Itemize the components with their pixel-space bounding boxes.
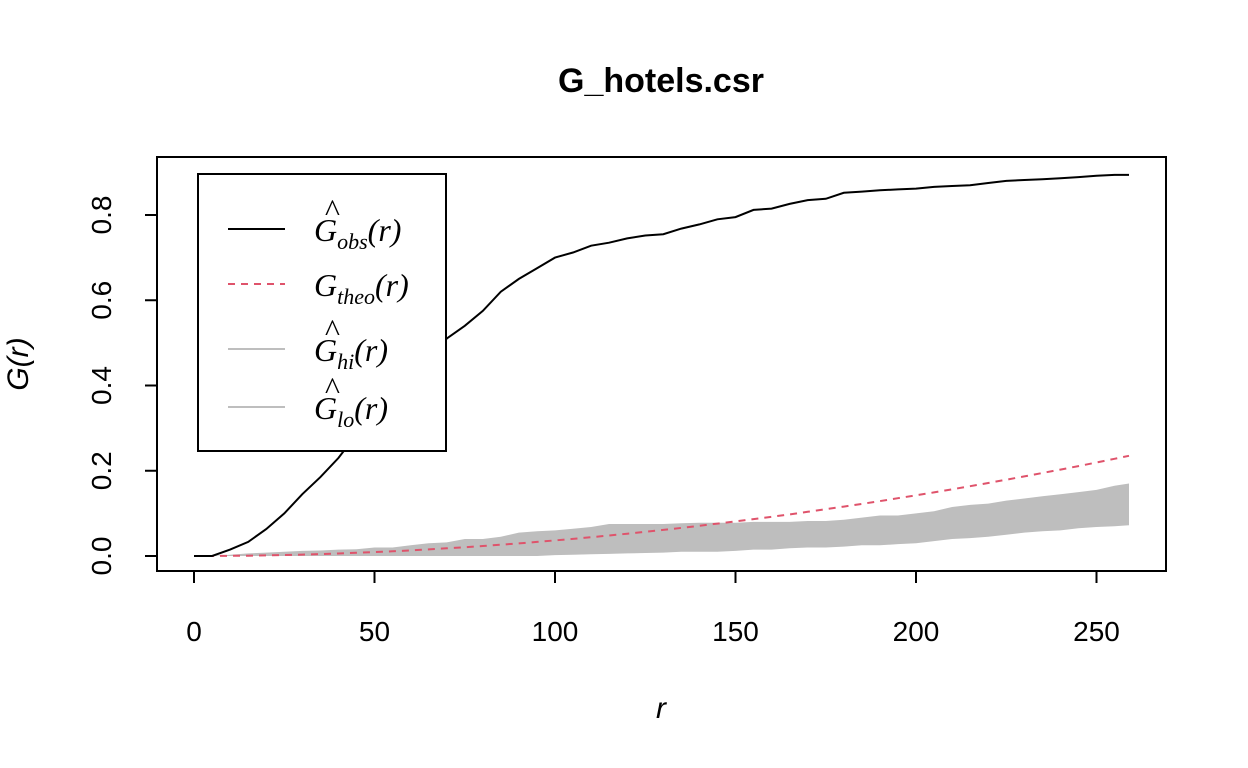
series-line-theo: [194, 454, 1130, 557]
legend-item-hi: Ghi(r)^: [228, 312, 388, 374]
x-tick-label: 0: [186, 616, 202, 647]
legend-label: Gobs(r): [314, 212, 401, 254]
legend-item-theo: Gtheo(r): [228, 267, 409, 309]
y-tick-label: 0.6: [86, 281, 117, 320]
x-tick-label: 250: [1073, 616, 1120, 647]
chart-title: G_hotels.csr: [558, 62, 764, 100]
x-tick-label: 100: [532, 616, 579, 647]
x-axis-label: r: [656, 692, 667, 725]
y-axis-label: G(r): [2, 337, 35, 390]
y-tick-label: 0.0: [86, 537, 117, 576]
y-tick-label: 0.4: [86, 366, 117, 405]
legend-label: Gtheo(r): [314, 267, 409, 309]
envelope-band: [194, 483, 1129, 556]
hat-mark: ^: [324, 370, 340, 406]
legend-item-obs: Gobs(r)^: [228, 192, 401, 254]
legend: Gobs(r)^Gtheo(r)Ghi(r)^Glo(r)^: [197, 173, 447, 452]
y-tick-label: 0.8: [86, 196, 117, 235]
y-axis: 0.0 0.2 0.4 0.6 0.8: [86, 196, 158, 576]
legend-label: Glo(r): [314, 390, 388, 432]
hat-mark: ^: [324, 312, 340, 348]
x-tick-label: 50: [359, 616, 390, 647]
x-tick-label: 200: [893, 616, 940, 647]
legend-item-lo: Glo(r)^: [228, 370, 388, 432]
x-axis: 0 50 100 150 200 250: [186, 570, 1120, 647]
y-tick-label: 0.2: [86, 451, 117, 490]
x-tick-label: 150: [712, 616, 759, 647]
legend-box: [197, 173, 447, 452]
hat-mark: ^: [324, 192, 340, 228]
legend-label: Ghi(r): [314, 332, 388, 374]
